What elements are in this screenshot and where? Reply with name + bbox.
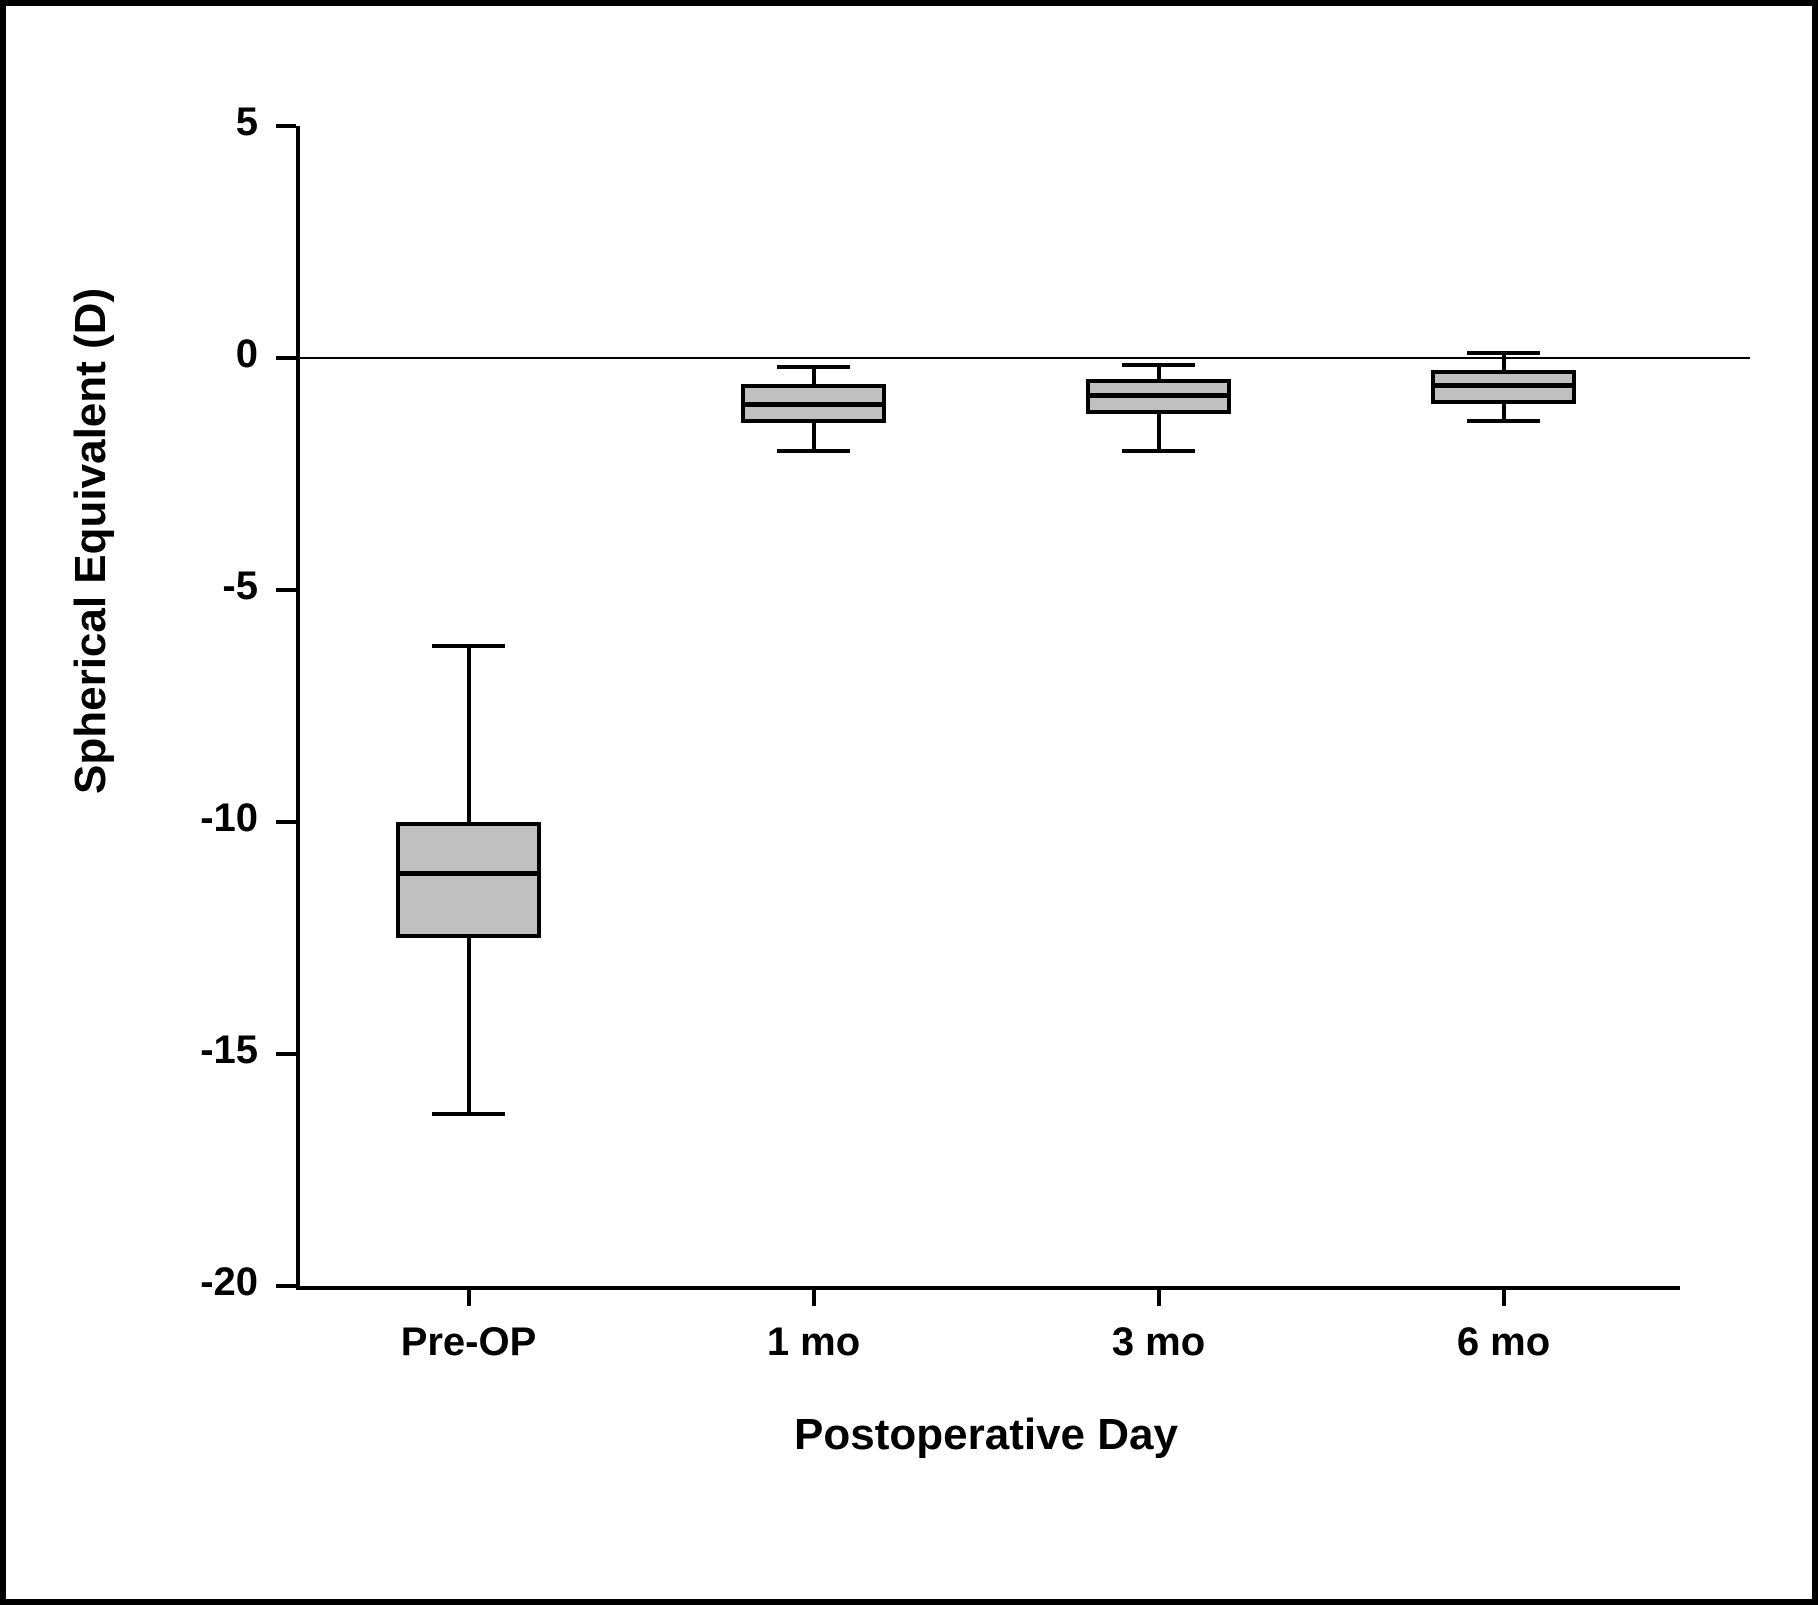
x-axis-title: Postoperative Day xyxy=(296,1410,1676,1460)
x-tick xyxy=(1502,1286,1506,1306)
y-axis-line xyxy=(296,126,300,1290)
y-tick xyxy=(276,1052,296,1056)
y-axis-title: Spherical Equivalent (D) xyxy=(66,624,116,794)
boxplot-cap-lower xyxy=(1122,449,1194,453)
y-tick xyxy=(276,1284,296,1288)
chart-frame: Spherical Equivalent (D) Postoperative D… xyxy=(0,0,1818,1605)
y-tick xyxy=(276,820,296,824)
boxplot-cap-lower xyxy=(432,1112,504,1116)
y-tick xyxy=(276,356,296,360)
boxplot-median xyxy=(1086,393,1231,398)
y-tick-label: 0 xyxy=(6,332,258,377)
boxplot-cap-lower xyxy=(777,449,849,453)
x-tick-label: 1 mo xyxy=(641,1320,986,1365)
boxplot-whisker-upper xyxy=(812,367,816,383)
boxplot-whisker-upper xyxy=(1502,353,1506,369)
boxplot-cap-upper xyxy=(1467,351,1539,355)
y-tick-label: -5 xyxy=(6,564,258,609)
boxplot-cap-upper xyxy=(1122,363,1194,367)
x-tick-label: Pre-OP xyxy=(296,1320,641,1365)
boxplot-whisker-upper xyxy=(1157,365,1161,379)
y-tick xyxy=(276,588,296,592)
y-tick-label: -15 xyxy=(6,1028,258,1073)
boxplot-cap-upper xyxy=(777,365,849,369)
boxplot-whisker-lower xyxy=(1157,414,1161,451)
boxplot-cap-upper xyxy=(432,644,504,648)
x-tick-label: 6 mo xyxy=(1331,1320,1676,1365)
x-tick xyxy=(1157,1286,1161,1306)
y-tick-label: -10 xyxy=(6,796,258,841)
boxplot-whisker-upper xyxy=(467,646,471,822)
boxplot-whisker-lower xyxy=(467,938,471,1114)
boxplot-cap-lower xyxy=(1467,419,1539,423)
boxplot-box xyxy=(396,822,541,938)
x-tick-label: 3 mo xyxy=(986,1320,1331,1365)
x-axis-line xyxy=(296,1286,1680,1290)
y-tick-label: 5 xyxy=(6,100,258,145)
boxplot-median xyxy=(741,402,886,407)
x-tick xyxy=(812,1286,816,1306)
y-tick xyxy=(276,124,296,128)
y-tick-label: -20 xyxy=(6,1260,258,1305)
boxplot-median xyxy=(396,871,541,876)
x-tick xyxy=(467,1286,471,1306)
boxplot-median xyxy=(1431,383,1576,388)
zero-reference-line xyxy=(300,357,1750,359)
boxplot-whisker-lower xyxy=(812,423,816,451)
